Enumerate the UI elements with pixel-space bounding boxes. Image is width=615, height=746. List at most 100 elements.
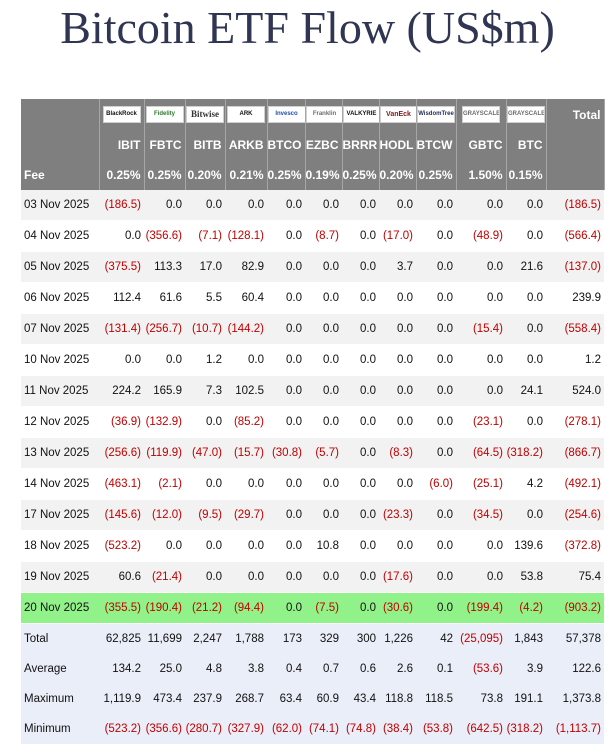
flow-value-cell: 0.0 xyxy=(379,375,416,407)
flow-value-cell: 3.7 xyxy=(379,251,416,283)
issuer-logo-cell: GRAYSCALE xyxy=(456,99,507,130)
summary-total-cell: (1,113.7) xyxy=(546,714,604,744)
flow-value-cell: 0.0 xyxy=(506,282,546,314)
flow-value-cell: 0.0 xyxy=(342,190,379,221)
flow-value-cell: 0.0 xyxy=(506,190,546,221)
flow-value-cell: 0.0 xyxy=(225,344,267,376)
flow-value-cell: (34.5) xyxy=(456,499,506,531)
summary-label: Minimum xyxy=(21,714,99,744)
flow-value-cell: 0.0 xyxy=(267,468,305,500)
flow-value-cell: 0.0 xyxy=(305,251,342,283)
summary-value-cell: 63.4 xyxy=(267,684,305,714)
summary-value-cell: 4.8 xyxy=(185,654,225,684)
flow-value-cell: (144.2) xyxy=(225,313,267,345)
daily-flow-row: 04 Nov 2025 0.0 (356.6) (7.1) (128.1) 0.0 (8.7… xyxy=(21,220,604,252)
flow-value-cell: 10.8 xyxy=(305,530,342,562)
summary-value-cell: 118.5 xyxy=(416,684,456,714)
flow-value-cell: 0.0 xyxy=(342,530,379,562)
flow-value-cell: 0.0 xyxy=(185,561,225,593)
issuer-logo-cell: VanEck xyxy=(379,99,417,130)
flow-value-cell: 0.0 xyxy=(267,313,305,345)
ticker-header: EZBC xyxy=(305,130,343,160)
flow-value-cell: 0.0 xyxy=(305,499,342,531)
flow-value-cell: 0.0 xyxy=(99,220,144,252)
fee-row: Fee 0.25% 0.25% 0.20% 0.21% 0.25% 0.19% 0.25% 0.… xyxy=(21,160,605,190)
flow-value-cell: 0.0 xyxy=(416,282,456,314)
summary-value-cell: 60.9 xyxy=(305,684,342,714)
row-total-cell: 239.9 xyxy=(546,282,604,314)
flow-value-cell: 0.0 xyxy=(342,468,379,500)
fee-cell: 0.25% xyxy=(342,160,380,190)
flow-value-cell: (523.2) xyxy=(99,530,144,562)
flow-value-cell: 7.3 xyxy=(185,375,225,407)
fee-cell: 0.20% xyxy=(185,160,226,190)
summary-value-cell: (642.5) xyxy=(456,714,506,744)
flow-value-cell: 21.6 xyxy=(506,251,546,283)
summary-value-cell: (38.4) xyxy=(379,714,416,744)
flow-value-cell: 0.0 xyxy=(342,344,379,376)
issuer-logo-cell: VALKYRIE xyxy=(342,99,380,130)
flow-value-cell: 112.4 xyxy=(99,282,144,314)
flow-value-cell: 0.0 xyxy=(185,406,225,438)
ticker-header: BRRR xyxy=(342,130,380,160)
summary-row: Total 62,825 11,699 2,247 1,788 173 329 300 1,22… xyxy=(21,623,604,654)
summary-value-cell: 329 xyxy=(305,623,342,654)
flow-value-cell: (21.2) xyxy=(185,592,225,624)
flow-value-cell: 5.5 xyxy=(185,282,225,314)
row-total-cell: (137.0) xyxy=(546,251,604,283)
flow-value-cell: 0.0 xyxy=(379,190,416,221)
date-cell: 17 Nov 2025 xyxy=(21,499,99,531)
flow-value-cell: 0.0 xyxy=(305,282,342,314)
summary-value-cell: 118.8 xyxy=(379,684,416,714)
summary-value-cell: 473.4 xyxy=(144,684,185,714)
issuer-logo-cell: GRAYSCALE xyxy=(506,99,547,130)
summary-value-cell: 0.4 xyxy=(267,654,305,684)
flow-value-cell: 0.0 xyxy=(144,344,185,376)
flow-value-cell: 0.0 xyxy=(416,190,456,221)
flow-value-cell: 113.3 xyxy=(144,251,185,283)
summary-value-cell: 2.6 xyxy=(379,654,416,684)
flow-value-cell: (132.9) xyxy=(144,406,185,438)
fee-cell: 0.25% xyxy=(416,160,457,190)
summary-value-cell: 300 xyxy=(342,623,379,654)
flow-value-cell: 0.0 xyxy=(185,468,225,500)
issuer-logo: Franklin xyxy=(305,106,341,123)
flow-value-cell: (29.7) xyxy=(225,499,267,531)
flow-value-cell: 0.0 xyxy=(456,344,506,376)
flow-value-cell: 0.0 xyxy=(305,375,342,407)
flow-value-cell: (355.5) xyxy=(99,592,144,624)
flow-value-cell: (375.5) xyxy=(99,251,144,283)
flow-value-cell: 1.2 xyxy=(185,344,225,376)
flow-value-cell: (128.1) xyxy=(225,220,267,252)
flow-value-cell: 0.0 xyxy=(267,282,305,314)
flow-value-cell: 139.6 xyxy=(506,530,546,562)
flow-value-cell: 0.0 xyxy=(225,530,267,562)
flow-value-cell: 0.0 xyxy=(305,190,342,221)
flow-value-cell: (190.4) xyxy=(144,592,185,624)
flow-value-cell: 0.0 xyxy=(506,499,546,531)
flow-value-cell: 0.0 xyxy=(416,251,456,283)
summary-row: Maximum 1,119.9 473.4 237.9 268.7 63.4 60.9 43.… xyxy=(21,684,604,714)
flow-value-cell: (47.0) xyxy=(185,437,225,469)
fee-cell: 0.15% xyxy=(506,160,547,190)
ticker-header: BTC xyxy=(506,130,547,160)
flow-value-cell: (15.7) xyxy=(225,437,267,469)
issuer-logo: VanEck xyxy=(379,106,415,123)
row-total-cell: 524.0 xyxy=(546,375,604,407)
flow-value-cell: (36.9) xyxy=(99,406,144,438)
flow-value-cell: (85.2) xyxy=(225,406,267,438)
flow-value-cell: 0.0 xyxy=(305,313,342,345)
flow-value-cell: (23.3) xyxy=(379,499,416,531)
ticker-header: IBIT xyxy=(99,130,145,160)
summary-value-cell: 25.0 xyxy=(144,654,185,684)
summary-value-cell: 0.1 xyxy=(416,654,456,684)
flow-value-cell: 0.0 xyxy=(305,561,342,593)
flow-value-cell: 0.0 xyxy=(185,190,225,221)
summary-value-cell: 1,788 xyxy=(225,623,267,654)
row-total-cell: (186.5) xyxy=(546,190,604,221)
summary-value-cell: (53.8) xyxy=(416,714,456,744)
ticker-row: IBIT FBTC BITB ARKB BTCO EZBC BRRR HODL BTCW GBTC… xyxy=(21,130,605,160)
flow-value-cell: (23.1) xyxy=(456,406,506,438)
ticker-header: BTCO xyxy=(267,130,306,160)
flow-value-cell: 0.0 xyxy=(456,190,506,221)
